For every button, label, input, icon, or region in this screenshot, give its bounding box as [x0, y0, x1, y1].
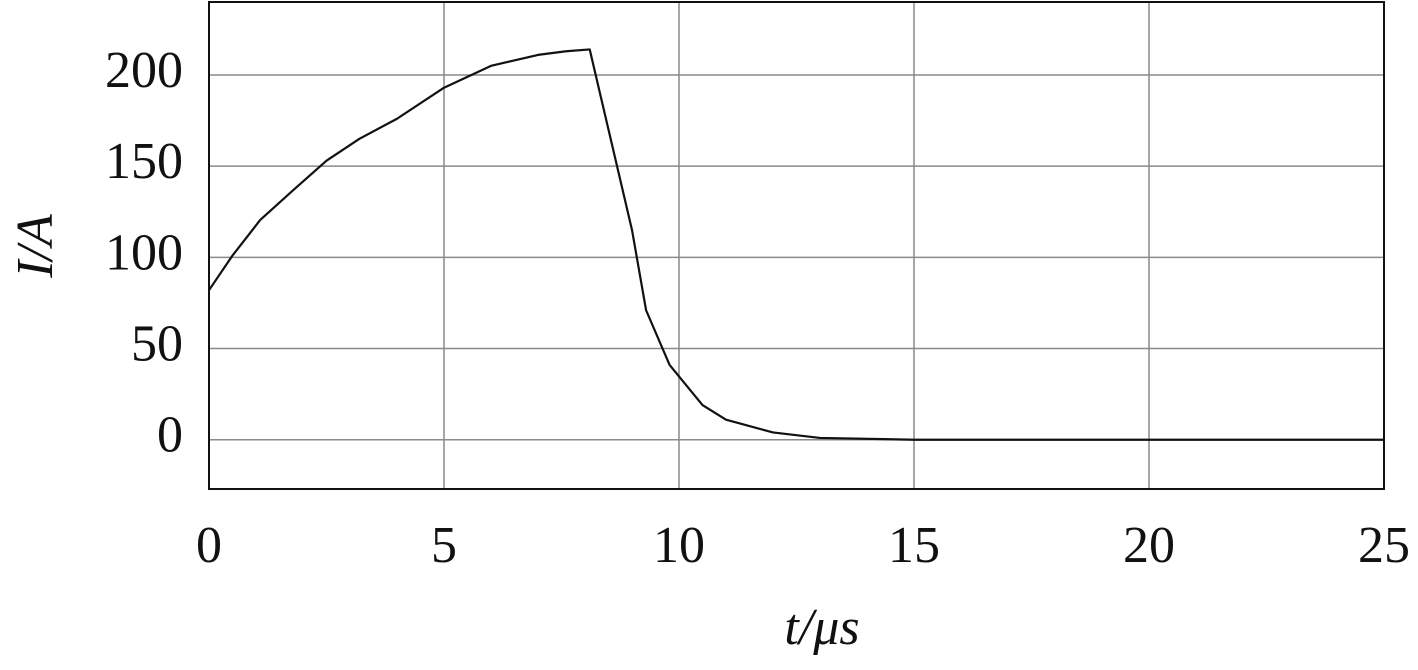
y-tick-label: 150 [105, 133, 183, 190]
x-tick-label: 5 [431, 517, 457, 574]
x-axis-label: t/μs [784, 599, 859, 656]
x-tick-label: 10 [653, 517, 705, 574]
x-tick-label: 20 [1123, 517, 1175, 574]
y-tick-label: 200 [105, 42, 183, 99]
x-tick-label: 0 [196, 517, 222, 574]
line-series [208, 48, 1384, 441]
y-tick-label: 100 [105, 224, 183, 281]
y-tick-label: 0 [157, 407, 183, 464]
y-tick-label: 50 [131, 315, 183, 372]
x-tick-label: 15 [888, 517, 940, 574]
plot-frame [208, 1, 1385, 490]
y-axis-label: I/A [7, 214, 64, 279]
x-tick-label: 25 [1358, 517, 1410, 574]
